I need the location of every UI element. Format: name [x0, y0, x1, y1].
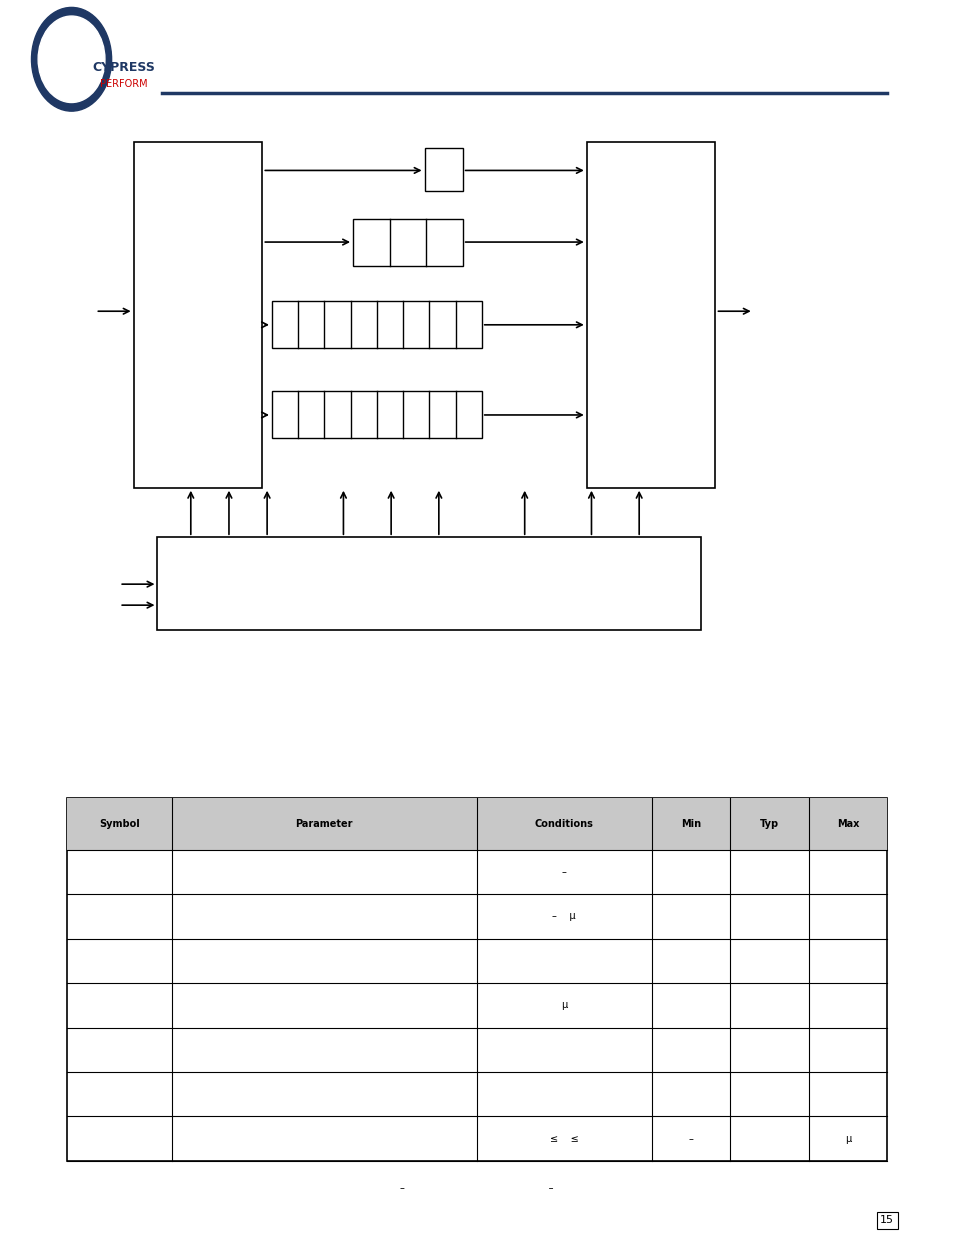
Text: Max: Max — [836, 819, 859, 829]
Text: μ: μ — [560, 1000, 567, 1010]
Bar — [586, 142, 715, 488]
Bar — [272, 391, 481, 438]
Text: CYPRESS: CYPRESS — [92, 62, 155, 74]
Bar — [133, 142, 262, 488]
Text: Symbol: Symbol — [99, 819, 139, 829]
Text: –                                              –: – – — [400, 1183, 553, 1193]
Text: ≤    ≤: ≤ ≤ — [549, 1134, 578, 1144]
Text: Min: Min — [680, 819, 700, 829]
Bar — [272, 301, 481, 348]
Text: Parameter: Parameter — [295, 819, 353, 829]
Text: –: – — [688, 1134, 693, 1144]
Circle shape — [38, 16, 105, 103]
Text: –    μ: – μ — [552, 911, 576, 921]
Text: PERFORM: PERFORM — [100, 79, 148, 89]
Text: 15: 15 — [880, 1215, 893, 1225]
Bar — [424, 148, 462, 191]
Bar — [157, 537, 700, 630]
Text: Typ: Typ — [759, 819, 779, 829]
Text: Conditions: Conditions — [535, 819, 593, 829]
Bar — [67, 798, 886, 1161]
Text: –: – — [561, 867, 566, 877]
Text: μ: μ — [844, 1134, 850, 1144]
Bar — [353, 219, 462, 266]
Circle shape — [31, 7, 112, 111]
Bar — [67, 798, 886, 850]
